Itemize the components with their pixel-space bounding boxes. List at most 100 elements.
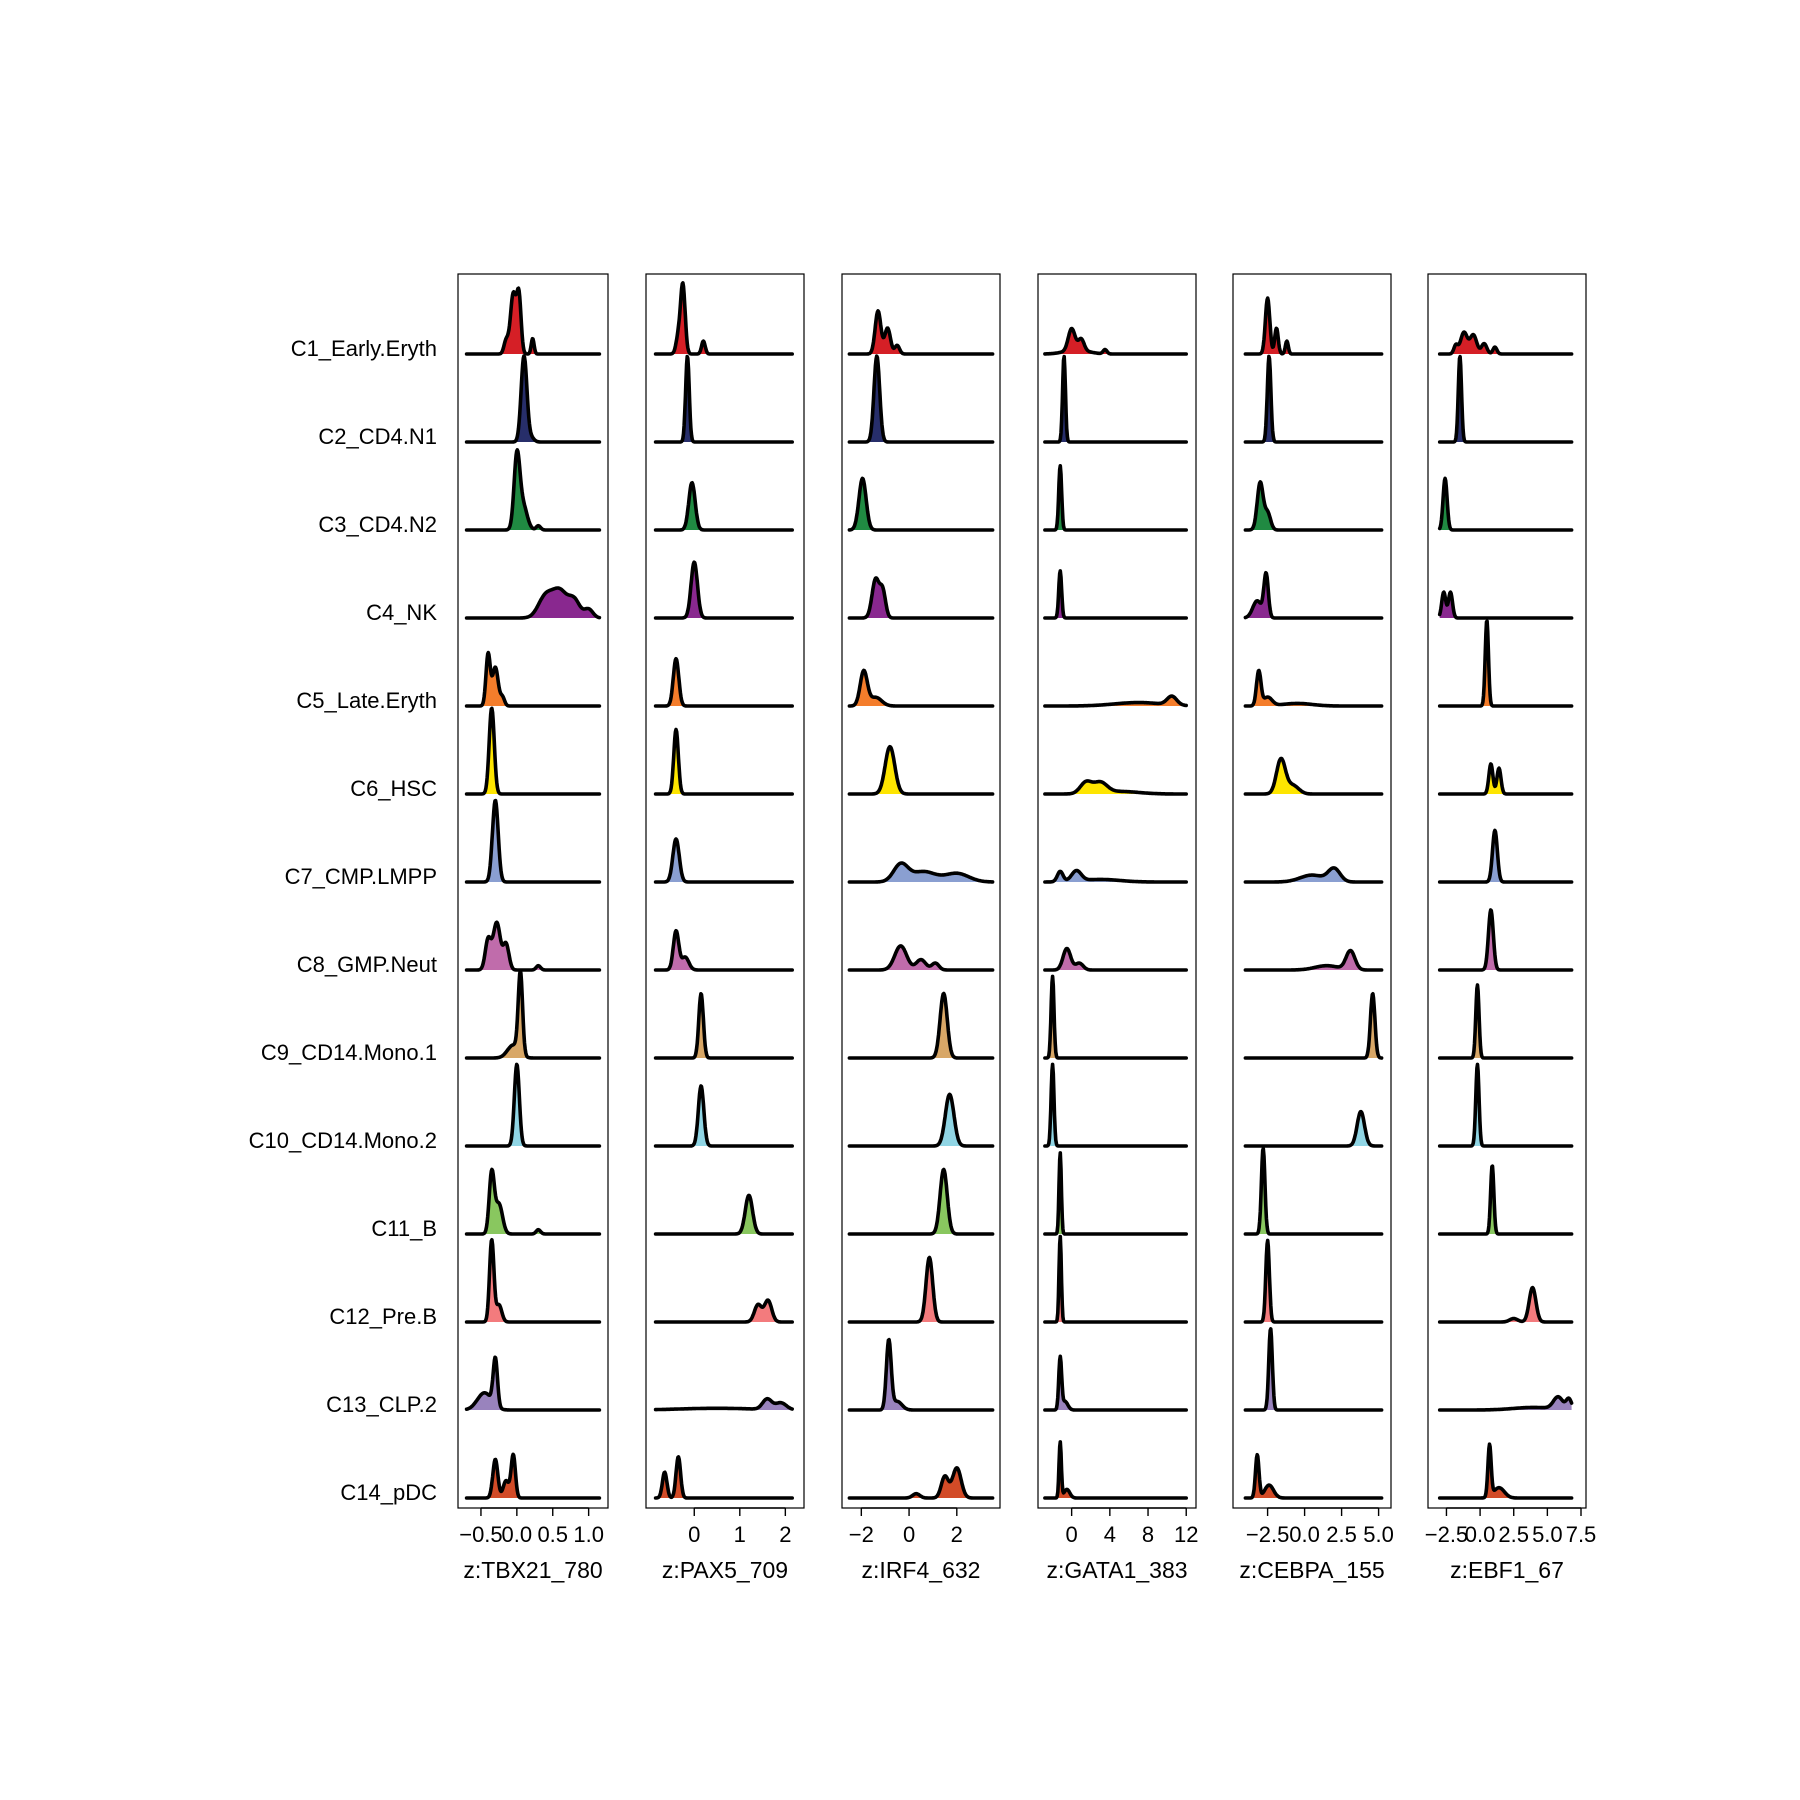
ridge-line: [653, 354, 794, 444]
ridge-fill: [849, 993, 993, 1058]
x-tick-label: 2: [779, 1522, 791, 1547]
ridge-fill: [1439, 1064, 1572, 1146]
x-tick-label: 0: [903, 1522, 915, 1547]
x-tick-label: 0.0: [1465, 1522, 1496, 1547]
cluster-label: C2_CD4.N1: [318, 424, 437, 449]
ridge-fill: [1044, 1152, 1187, 1234]
ridge-line: [847, 668, 995, 708]
ridge-fill: [655, 482, 793, 530]
ridge-fill: [849, 1169, 993, 1234]
x-tick-label: 0.5: [537, 1522, 568, 1547]
ridge-line: [1243, 570, 1384, 620]
ridge-line: [653, 1084, 794, 1148]
ridge-line: [653, 560, 794, 620]
ridge-fill: [1439, 1287, 1572, 1322]
ridge-fill: [655, 1398, 793, 1410]
ridge-line: [847, 1337, 995, 1412]
ridge-line: [847, 476, 995, 532]
x-tick-label: 12: [1174, 1522, 1198, 1547]
x-tick-label: 0: [1066, 1522, 1078, 1547]
cluster-label: C8_GMP.Neut: [297, 952, 437, 977]
ridge-line: [847, 309, 995, 356]
ridge-fill: [1439, 910, 1572, 970]
ridge-fill: [1044, 1064, 1187, 1146]
ridge-line: [1043, 946, 1188, 972]
ridge-line: [464, 586, 602, 620]
ridge-line: [1437, 1062, 1574, 1148]
ridge-line: [1043, 974, 1188, 1060]
ridge-fill: [466, 970, 600, 1058]
ridge-fill: [1439, 1166, 1572, 1234]
x-axis-label: z:EBF1_67: [1450, 1557, 1564, 1583]
ridge-fill: [849, 945, 993, 970]
ridge-fill: [1439, 985, 1572, 1058]
ridge-line: [653, 727, 794, 796]
ridge-line: [1243, 1146, 1384, 1236]
ridge-line: [1437, 983, 1574, 1060]
ridge-line: [1243, 296, 1384, 356]
ridge-line: [1437, 1442, 1574, 1500]
x-tick-label: 8: [1142, 1522, 1154, 1547]
ridge-line: [1243, 948, 1384, 972]
x-axis-label: z:PAX5_709: [662, 1557, 788, 1583]
panel: 0 1 2 z:PAX5_709: [645, 273, 805, 1583]
ridge-line: [1437, 476, 1574, 532]
x-axis-label: z:CEBPA_155: [1239, 1557, 1384, 1583]
ridge-line: [653, 837, 794, 884]
ridge-fill: [466, 1064, 600, 1146]
ridge-line: [1243, 1109, 1384, 1148]
ridge-line: [847, 1466, 995, 1500]
ridge-fill: [849, 1257, 993, 1322]
ridge-line: [653, 1193, 794, 1236]
ridge-fill: [655, 1195, 793, 1234]
ridge-fill: [1044, 780, 1187, 794]
cluster-label: C5_Late.Eryth: [296, 688, 437, 713]
ridge-line: [653, 1455, 794, 1500]
ridge-line: [464, 286, 602, 356]
ridge-fill: [1044, 570, 1187, 618]
ridge-fill: [1245, 867, 1382, 882]
ridge-line: [1043, 354, 1188, 444]
x-tick-label: 1.0: [573, 1522, 604, 1547]
x-tick-label: −2.5: [1425, 1522, 1468, 1547]
ridge-line: [1243, 668, 1384, 708]
ridge-line: [1043, 569, 1188, 620]
x-tick-label: 2.5: [1326, 1522, 1357, 1547]
ridge-fill: [1439, 592, 1572, 618]
ridge-line: [847, 991, 995, 1060]
ridge-fill: [466, 1169, 600, 1234]
ridge-line: [464, 798, 602, 884]
cluster-label: C10_CD14.Mono.2: [249, 1128, 437, 1153]
ridge-fill: [849, 1094, 993, 1146]
ridge-line: [1043, 1354, 1188, 1412]
ridge-line: [1243, 1327, 1384, 1412]
ridge-line: [1437, 619, 1574, 708]
ridge-line: [1437, 1285, 1574, 1324]
ridge-line: [464, 1238, 602, 1324]
x-tick-label: 5.0: [1363, 1522, 1394, 1547]
ridge-fill: [466, 355, 600, 442]
cluster-label: C7_CMP.LMPP: [285, 864, 437, 889]
ridge-line: [1243, 354, 1384, 444]
ridge-fill: [655, 282, 793, 354]
ridge-line: [464, 650, 602, 708]
ridge-fill: [1245, 572, 1382, 618]
ridge-fill: [655, 993, 793, 1058]
panel: −0.50.0 0.5 1.0 z:TBX21_780: [457, 273, 609, 1583]
ridge-fill: [1044, 1356, 1187, 1410]
ridge-fill: [849, 1339, 993, 1410]
x-tick-label: 4: [1104, 1522, 1116, 1547]
ridge-line: [653, 656, 794, 708]
ridge-line: [653, 992, 794, 1060]
x-tick-label: 2.5: [1498, 1522, 1529, 1547]
ridge-fill: [1044, 976, 1187, 1058]
ridge-line: [847, 1255, 995, 1324]
panel: −2.5 0.0 2.5 5.0 z:CEBPA_155: [1232, 273, 1394, 1583]
cluster-label: C6_HSC: [350, 776, 437, 801]
x-tick-label: 0.0: [1289, 1522, 1320, 1547]
ridge-fill: [1439, 478, 1572, 530]
x-tick-label: −2.5: [1246, 1522, 1289, 1547]
ridge-fill: [849, 670, 993, 706]
ridge-fill: [1044, 1236, 1187, 1322]
